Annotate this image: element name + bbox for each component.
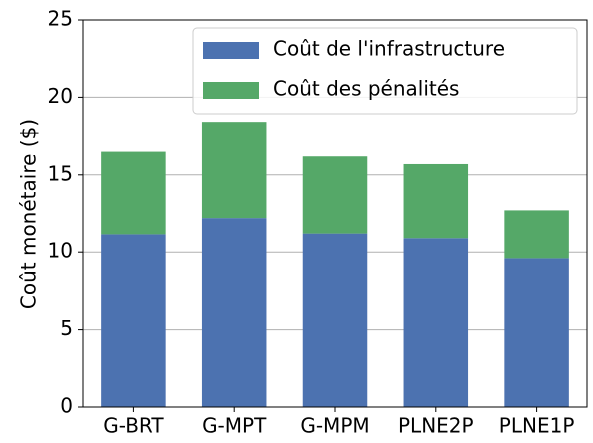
bar-segment <box>302 233 368 407</box>
bar-segment <box>504 210 569 259</box>
legend-box <box>192 27 578 115</box>
legend-swatch <box>203 42 259 59</box>
plot-frame <box>82 19 588 408</box>
x-tick-label: PLNE1P <box>499 414 575 438</box>
legend-label: Coût de l'infrastructure <box>273 37 505 61</box>
y-tick-label: 15 <box>48 161 73 185</box>
bar-segment <box>201 218 267 407</box>
y-tick-label: 5 <box>60 316 73 340</box>
y-tick-label: 0 <box>60 394 73 418</box>
y-tick-label: 20 <box>48 84 73 108</box>
legend-label: Coût des pénalités <box>273 77 459 101</box>
bar-segment <box>403 163 469 239</box>
y-tick-label: 25 <box>48 7 73 31</box>
bar-segment <box>302 156 368 234</box>
x-tick-label: G-MPT <box>202 414 267 438</box>
bar-segment <box>101 151 166 235</box>
legend-swatch <box>203 82 259 99</box>
bar-segment <box>403 238 469 407</box>
x-tick-label: G-MPM <box>300 414 369 438</box>
bar-segment <box>101 234 166 407</box>
y-tick-label: 10 <box>48 239 73 263</box>
x-tick-label: PLNE2P <box>398 414 474 438</box>
y-axis-label: Coût monétaire ($) <box>17 119 41 309</box>
x-tick-label: G-BRT <box>103 414 164 438</box>
bar-segment <box>201 122 267 219</box>
bar-segment <box>504 258 569 407</box>
